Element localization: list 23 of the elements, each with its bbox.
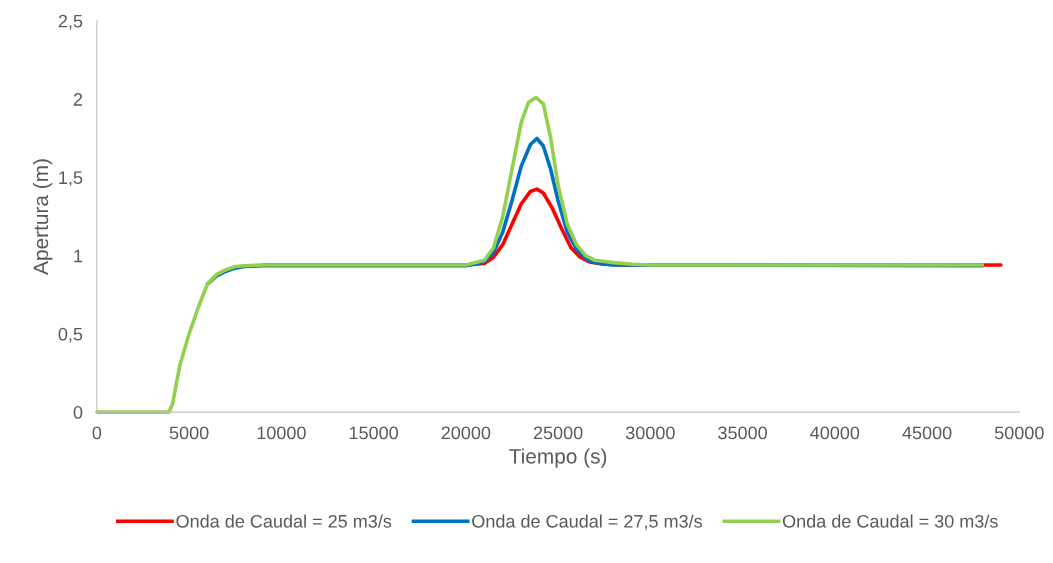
legend-label: Onda de Caudal = 30 m3/s <box>782 514 998 528</box>
y-tick-label: 1 <box>74 249 83 263</box>
y-tick-label: 2,5 <box>58 14 83 30</box>
x-tick-label: 15000 <box>349 426 398 440</box>
x-tick-label: 20000 <box>441 426 491 440</box>
x-tick-label: 10000 <box>257 426 306 440</box>
x-tick-label: 40000 <box>810 426 860 440</box>
x-tick-label: 50000 <box>994 426 1044 440</box>
y-axis-title: Apertura (m) <box>32 159 53 275</box>
y-tick-label: 0 <box>73 406 83 419</box>
x-tick-label: 35000 <box>718 426 767 440</box>
line-series <box>95 95 985 414</box>
x-tick-label: 5000 <box>169 426 209 440</box>
legend-label: Onda de Caudal = 27,5 m3/s <box>472 514 703 530</box>
x-tick-label: 30000 <box>625 426 675 440</box>
legend-label: Onda de Caudal = 25 m3/s <box>176 514 392 528</box>
x-tick-label: 45000 <box>902 426 952 440</box>
x-tick-label: 25000 <box>533 426 583 440</box>
x-axis-title: Tiempo (s) <box>509 448 607 468</box>
x-tick-label: 0 <box>92 426 102 440</box>
y-tick-label: 1,5 <box>59 171 83 187</box>
y-tick-label: 2 <box>73 93 83 106</box>
y-tick-label: 0,5 <box>58 327 83 343</box>
